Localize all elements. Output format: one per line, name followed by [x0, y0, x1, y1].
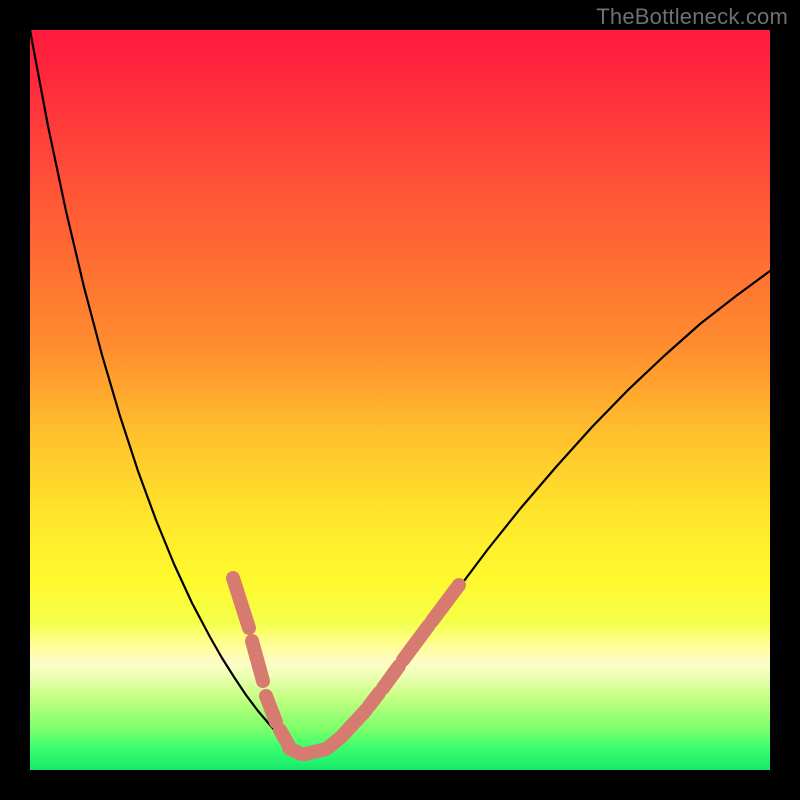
salmon-capsule — [266, 696, 276, 722]
salmon-capsule — [356, 710, 366, 721]
bottleneck-chart-svg — [0, 0, 800, 800]
chart-stage: TheBottleneck.com — [0, 0, 800, 800]
salmon-capsule — [369, 693, 379, 706]
